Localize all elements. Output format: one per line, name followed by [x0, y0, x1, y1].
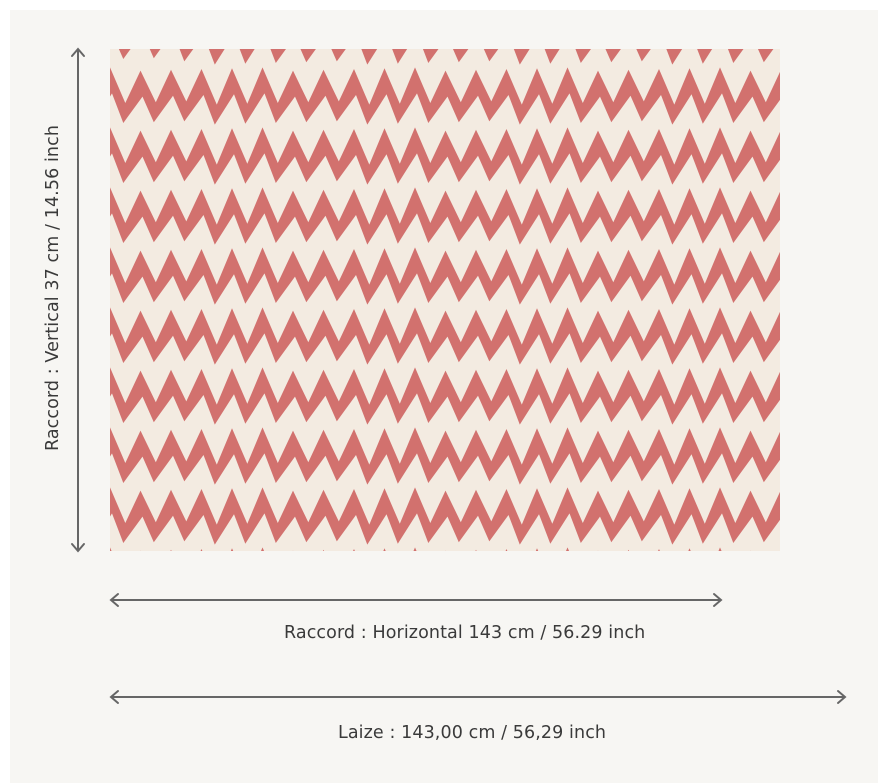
- vertical-repeat-arrow: [71, 47, 85, 553]
- fabric-swatch-image: [110, 49, 780, 551]
- vertical-repeat-label: Raccord : Vertical 37 cm / 14.56 inch: [43, 124, 63, 452]
- zigzag-band: [110, 367, 780, 425]
- fabric-width-arrow: [109, 690, 847, 704]
- zigzag-band: [110, 67, 780, 125]
- zigzag-band: [118, 49, 774, 65]
- fabric-width-label: Laize : 143,00 cm / 56,29 inch: [338, 723, 607, 743]
- zigzag-band: [110, 187, 780, 245]
- zigzag-band: [110, 247, 780, 305]
- zigzag-band: [110, 307, 780, 365]
- zigzag-band: [110, 427, 780, 485]
- horizontal-repeat-arrow: [109, 593, 723, 607]
- horizontal-repeat-label: Raccord : Horizontal 143 cm / 56.29 inch: [284, 623, 646, 643]
- zigzag-band: [110, 487, 780, 545]
- zigzag-band: [110, 127, 780, 185]
